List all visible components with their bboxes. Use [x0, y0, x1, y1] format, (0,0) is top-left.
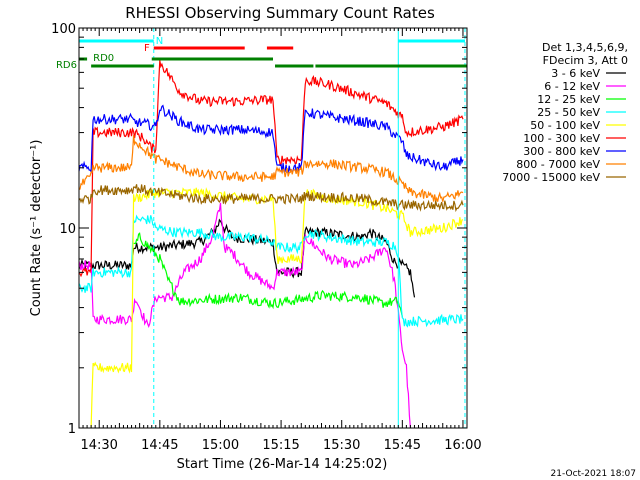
y-tick-label-1: 10 [59, 222, 76, 237]
series-line-7 [78, 135, 464, 202]
flag-label-f: F [144, 43, 150, 54]
x-tick-label-1: 14:45 [141, 438, 178, 453]
legend-label-1: 6 - 12 keV [544, 80, 600, 93]
series-line-8 [78, 184, 464, 213]
x-tick-label-0: 14:30 [80, 438, 117, 453]
legend-label-7: 800 - 7000 keV [516, 158, 600, 171]
legend-label-2: 12 - 25 keV [537, 93, 600, 106]
series-line-3 [78, 214, 464, 328]
legend-label-5: 100 - 300 keV [523, 132, 600, 145]
series-line-4 [90, 187, 464, 429]
plot-frame [78, 27, 468, 429]
x-tick-label-5: 15:45 [384, 438, 421, 453]
series-line-6 [78, 104, 464, 174]
legend-header-1: FDecim 3, Att 0 [543, 54, 628, 67]
flag-label-n: N [156, 36, 163, 47]
chart-title: RHESSI Observing Summary Count Rates [125, 4, 435, 22]
series-line-2 [133, 232, 403, 317]
y-axis-label: Count Rate (s⁻¹ detector⁻¹) [29, 140, 44, 317]
x-axis-label: Start Time (26-Mar-14 14:25:02) [177, 457, 388, 472]
x-tick-label-4: 15:30 [323, 438, 360, 453]
y-tick-label-0: 1 [68, 422, 76, 437]
x-tick-label-3: 15:15 [262, 438, 299, 453]
y-tick-label-2: 100 [51, 22, 76, 37]
x-tick-label-2: 15:00 [202, 438, 239, 453]
series-line-1 [78, 202, 411, 429]
legend-label-0: 3 - 6 keV [551, 67, 600, 80]
legend-label-4: 50 - 100 keV [530, 119, 600, 132]
series-line-5 [78, 60, 464, 278]
x-tick-label-6: 16:00 [444, 438, 481, 453]
footer-date: 21-Oct-2021 18:07 [551, 469, 636, 479]
flag-label-rd0: RD0 [93, 53, 114, 64]
legend-label-3: 25 - 50 keV [537, 106, 600, 119]
flag-label-rd6: RD6 [56, 60, 77, 71]
legend-label-6: 300 - 800 keV [523, 145, 600, 158]
legend-label-8: 7000 - 15000 keV [502, 171, 600, 184]
legend-header-0: Det 1,3,4,5,6,9, [542, 41, 628, 54]
